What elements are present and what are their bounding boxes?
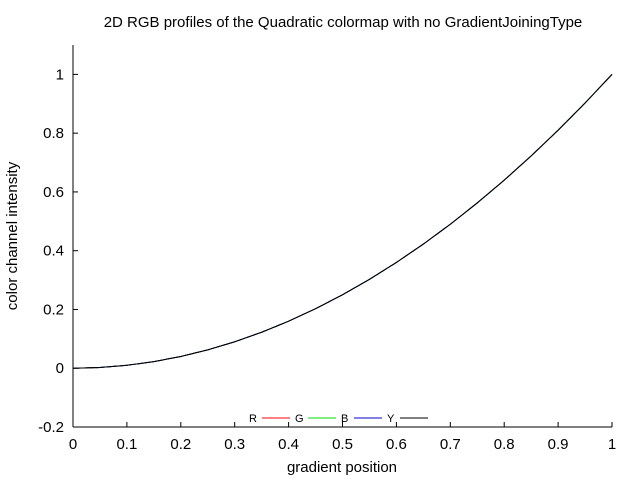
x-tick-label: 0.6 <box>386 436 407 453</box>
y-tick-label: 0 <box>56 360 64 377</box>
series-line-y <box>72 74 613 369</box>
y-tick-label: 0.8 <box>43 125 64 142</box>
chart-title: 2D RGB profiles of the Quadratic colorma… <box>104 14 583 31</box>
y-tick-label: 0.2 <box>43 301 64 318</box>
x-tick-label: 0.2 <box>170 436 191 453</box>
y-tick-label: 1 <box>56 66 64 83</box>
y-tick-label: -0.2 <box>38 419 64 436</box>
series-line-g <box>72 74 613 369</box>
legend-label-r: R <box>249 413 257 425</box>
axes <box>72 45 612 428</box>
legend-label-b: B <box>341 413 348 425</box>
y-axis-label: color channel intensity <box>4 161 21 310</box>
series-lines <box>72 74 613 369</box>
x-ticks: 0 0.1 0.2 0.3 0.4 0.5 0.6 0.7 0.8 0.9 1 <box>69 422 616 453</box>
x-tick-label: 0.1 <box>116 436 137 453</box>
x-tick-label: 0.8 <box>494 436 515 453</box>
x-tick-label: 0.5 <box>332 436 353 453</box>
x-tick-label: 1 <box>608 436 616 453</box>
y-ticks: -0.2 0 0.2 0.4 0.6 0.8 1 <box>38 66 78 436</box>
y-tick-label: 0.6 <box>43 184 64 201</box>
x-axis-label: gradient position <box>287 459 397 476</box>
x-tick-label: 0.4 <box>278 436 299 453</box>
x-tick-label: 0.3 <box>224 436 245 453</box>
legend-label-y: Y <box>387 413 395 425</box>
legend-label-g: G <box>295 413 304 425</box>
series-line-r <box>72 74 613 369</box>
x-tick-label: 0.9 <box>548 436 569 453</box>
series-line-b <box>72 74 613 369</box>
x-tick-label: 0 <box>69 436 77 453</box>
y-tick-label: 0.4 <box>43 243 64 260</box>
x-tick-label: 0.7 <box>440 436 461 453</box>
